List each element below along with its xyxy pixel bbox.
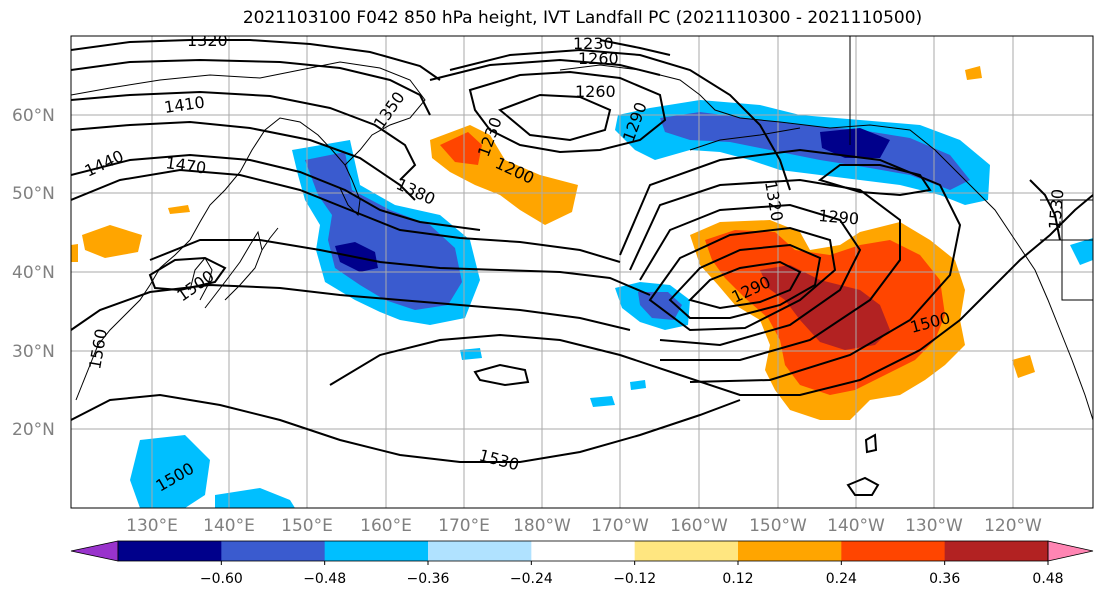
colorbar-segment (738, 541, 842, 561)
map-title: 2021103100 F042 850 hPa height, IVT Land… (242, 8, 923, 28)
lat-label: 30°N (12, 342, 55, 362)
shading-positive (71, 66, 1035, 420)
colorbar-segment (428, 541, 532, 561)
lon-label: 140°W (827, 516, 885, 536)
lon-label: 140°E (203, 516, 255, 536)
colorbar-tick-label: 0.36 (929, 571, 960, 587)
neg-region-southwest (130, 435, 210, 508)
contour-label: 1260 (578, 49, 619, 68)
lat-label: 20°N (12, 420, 55, 440)
colorbar-tick-label: 0.24 (826, 571, 857, 587)
colorbar-tick-label: −0.24 (510, 571, 553, 587)
colorbar-segment (118, 541, 222, 561)
pos-region-small-c (965, 66, 982, 80)
contour-label: 1290 (818, 206, 860, 228)
contour-label: 1530 (1045, 188, 1067, 230)
contour-label: 1230 (573, 34, 614, 53)
colorbar-tick-label: −0.36 (407, 571, 450, 587)
colorbar-frame (117, 540, 1049, 562)
lon-label: 180°W (513, 516, 571, 536)
colorbar-segment (324, 541, 429, 561)
colorbar-tick-label: 0.48 (1032, 571, 1063, 587)
colorbar: −0.60 −0.48 −0.36 −0.24 −0.12 0.12 0.24 0.36 0.4… (70, 540, 1094, 587)
pos-region-japan-sea (82, 225, 142, 258)
map-layers: 1320 1230 1260 1260 1410 1350 1230 1200 … (71, 31, 1093, 508)
colorbar-segment (841, 541, 946, 561)
longitude-labels: 130°E 140°E 150°E 160°E 170°E 180°W 170°… (126, 516, 1042, 536)
neg-region-gulf-alaska-core (820, 128, 890, 158)
lon-label: 130°W (905, 516, 963, 536)
neg-region-small-2 (590, 396, 615, 407)
lon-label: 170°E (438, 516, 490, 536)
lon-label: 170°W (591, 516, 649, 536)
pos-region-aleutian-mid (440, 132, 482, 165)
lat-label: 50°N (12, 184, 55, 204)
lon-label: 160°W (670, 516, 728, 536)
contour-label: 1320 (187, 31, 228, 50)
lat-label: 40°N (12, 263, 55, 283)
lon-label: 150°W (749, 516, 807, 536)
neg-region-southwest-2 (215, 488, 295, 508)
height-contours (71, 39, 1093, 496)
shading-negative (130, 100, 1093, 508)
pos-region-small-a (168, 205, 190, 214)
colorbar-tick-label: −0.48 (303, 571, 346, 587)
lon-label: 160°E (360, 516, 412, 536)
neg-region-west-pacific-mid (305, 152, 462, 310)
lon-label: 130°E (126, 516, 178, 536)
colorbar-tick-label: −0.60 (200, 571, 243, 587)
lat-label: 60°N (12, 106, 55, 126)
colorbar-segment (944, 541, 1049, 561)
colorbar-segment (531, 541, 636, 561)
lon-label: 150°E (281, 516, 333, 536)
neg-region-small-4 (1070, 238, 1093, 265)
coastlines (71, 36, 1093, 421)
pos-region-small-b (1012, 355, 1035, 378)
colorbar-tick-label: −0.12 (613, 571, 656, 587)
colorbar-segment (634, 541, 739, 561)
lon-label: 120°W (984, 516, 1042, 536)
contour-label: 1260 (575, 82, 616, 101)
neg-region-small-3 (630, 380, 646, 390)
colorbar-tick-label: 0.12 (722, 571, 753, 587)
colorbar-segment (221, 541, 326, 561)
colorbar-extend-high (1047, 540, 1094, 562)
map-frame (70, 35, 1094, 509)
pos-region-small-d (71, 244, 78, 262)
latitude-labels: 60°N 50°N 40°N 30°N 20°N (12, 106, 55, 440)
colorbar-extend-low (70, 540, 119, 562)
neg-region-small-1 (460, 348, 482, 360)
